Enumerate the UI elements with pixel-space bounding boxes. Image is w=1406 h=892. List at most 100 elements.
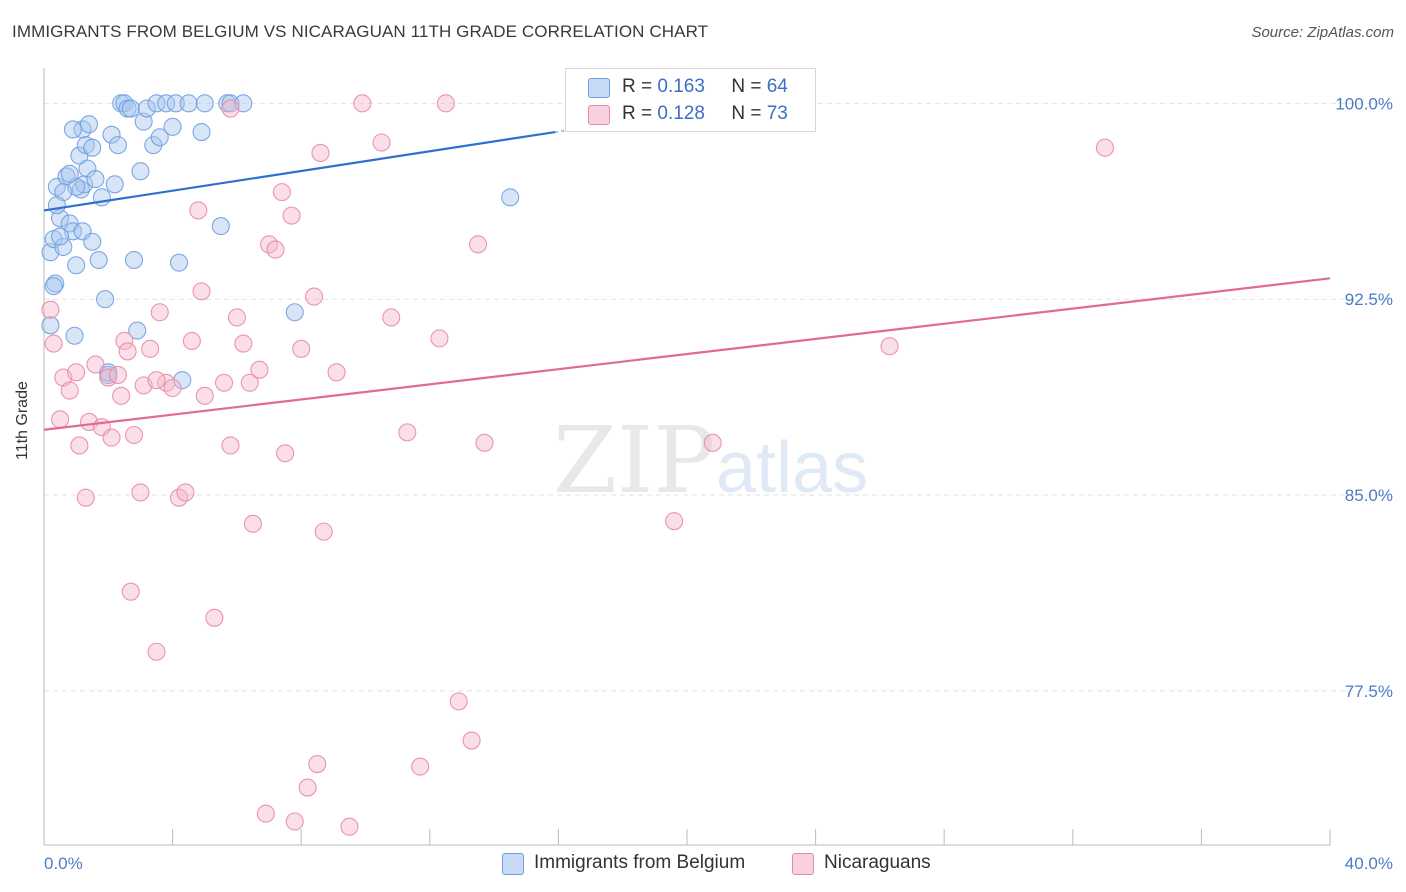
- legend-n-value: 64: [766, 76, 788, 97]
- data-point: [327, 363, 346, 382]
- data-point: [195, 94, 214, 113]
- data-point: [176, 483, 195, 502]
- data-point: [41, 300, 60, 319]
- data-point: [121, 99, 140, 118]
- data-point: [128, 321, 147, 340]
- data-point: [44, 277, 63, 296]
- data-point: [163, 117, 182, 136]
- series-nicaraguans: [41, 94, 1114, 836]
- data-point: [234, 334, 253, 353]
- data-point: [71, 180, 91, 199]
- data-point: [272, 183, 291, 202]
- data-point: [703, 433, 722, 452]
- data-point: [83, 138, 102, 157]
- data-point: [276, 444, 295, 463]
- y-tick-label: 92.5%: [1345, 290, 1393, 309]
- chart-source: Source: ZipAtlas.com: [1251, 24, 1394, 41]
- data-point: [311, 143, 330, 163]
- data-points: [41, 94, 1114, 836]
- trend-line: [43, 130, 556, 212]
- data-point: [67, 256, 86, 275]
- y-tick-label: 77.5%: [1345, 682, 1393, 701]
- data-point: [41, 316, 60, 335]
- data-point: [308, 754, 327, 774]
- data-point: [115, 331, 134, 351]
- chart-title: IMMIGRANTS FROM BELGIUM VS NICARAGUAN 11…: [12, 22, 709, 41]
- data-point: [221, 94, 240, 113]
- tick-labels: 77.5% 85.0% 92.5% 100.0% 0.0% 40.0%: [44, 94, 1393, 873]
- data-point: [163, 378, 182, 398]
- data-point: [221, 99, 240, 118]
- data-point: [227, 308, 246, 327]
- data-point: [137, 99, 156, 118]
- legend-n-label: N =: [731, 103, 762, 124]
- data-point: [292, 339, 311, 358]
- data-point: [211, 217, 230, 236]
- data-point: [169, 253, 189, 272]
- data-point: [449, 692, 468, 711]
- data-point: [382, 308, 401, 327]
- data-point: [108, 136, 127, 155]
- data-point: [86, 170, 105, 189]
- data-point: [131, 162, 150, 181]
- data-point: [468, 235, 488, 254]
- data-point: [102, 428, 121, 447]
- data-point: [250, 360, 269, 379]
- series-belgium: [41, 94, 520, 390]
- data-point: [166, 94, 185, 113]
- data-point: [240, 373, 259, 392]
- data-point: [105, 175, 124, 194]
- data-point: [47, 196, 66, 215]
- data-point: [411, 757, 430, 776]
- data-point: [192, 282, 211, 301]
- data-point: [665, 512, 684, 531]
- data-point: [147, 371, 166, 390]
- data-point: [63, 120, 82, 139]
- data-point: [150, 128, 169, 147]
- data-point: [462, 731, 481, 750]
- data-point: [475, 433, 494, 452]
- gridlines: [44, 102, 1392, 692]
- data-point: [102, 125, 121, 144]
- data-point: [436, 94, 455, 113]
- y-tick-label: 100.0%: [1335, 94, 1393, 113]
- watermark-atlas: atlas: [716, 428, 868, 508]
- data-point: [214, 373, 234, 392]
- data-point: [51, 227, 70, 246]
- data-point: [131, 483, 150, 502]
- axes: [43, 68, 1331, 846]
- data-point: [150, 303, 169, 322]
- data-point: [65, 326, 84, 345]
- data-point: [54, 237, 73, 257]
- data-point: [430, 329, 449, 348]
- stats-legend: R = 0.163 N = 64 R = 0.128 N = 73: [565, 68, 816, 132]
- data-point: [353, 94, 372, 113]
- y-tick-label: 85.0%: [1345, 486, 1393, 505]
- data-point: [189, 201, 208, 220]
- data-point: [118, 342, 137, 361]
- data-point: [108, 365, 127, 384]
- data-point: [205, 608, 224, 627]
- data-point: [372, 133, 391, 152]
- data-point: [298, 778, 317, 797]
- trend-line: [43, 277, 1331, 431]
- x-tick-label: 0.0%: [44, 854, 83, 873]
- data-point: [79, 115, 99, 134]
- data-point: [121, 582, 140, 601]
- bottom-legend-swatch-nicaraguans: [792, 853, 814, 875]
- data-point: [266, 240, 285, 259]
- data-point: [54, 183, 73, 202]
- data-point: [314, 522, 333, 541]
- legend-r-value: 0.163: [657, 76, 705, 97]
- data-point: [221, 436, 240, 455]
- data-point: [195, 386, 214, 405]
- data-point: [182, 331, 201, 351]
- legend-n-label: N =: [731, 76, 762, 97]
- data-point: [398, 423, 417, 442]
- bottom-legend-label-nicaraguans: Nicaraguans: [824, 852, 931, 873]
- data-point: [60, 164, 79, 183]
- data-point: [179, 94, 198, 113]
- bottom-legend-label-belgium: Immigrants from Belgium: [534, 852, 746, 873]
- data-point: [112, 386, 131, 405]
- legend-r-label: R =: [622, 103, 653, 124]
